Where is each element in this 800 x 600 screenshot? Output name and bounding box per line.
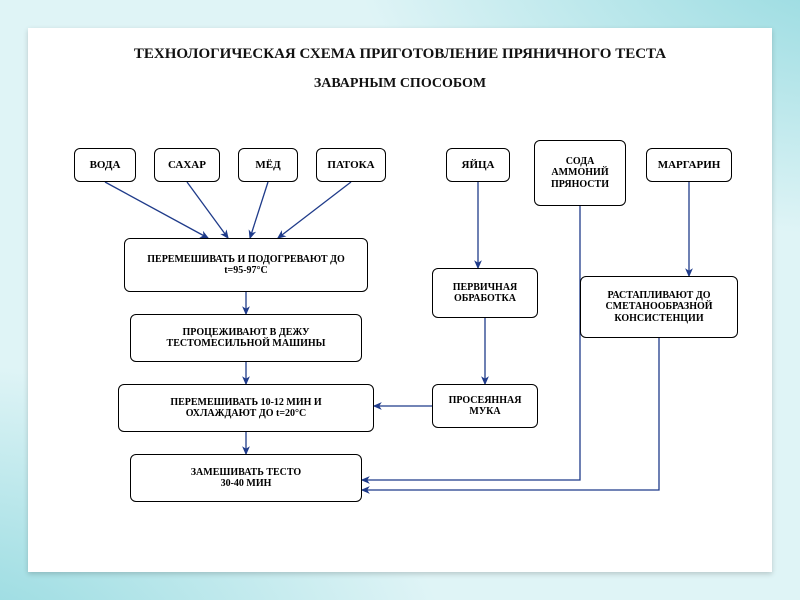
edge-sahar-to-heat bbox=[187, 182, 228, 238]
title-line-1: ТЕХНОЛОГИЧЕСКАЯ СХЕМА ПРИГОТОВЛЕНИЕ ПРЯН… bbox=[28, 46, 772, 63]
node-sahar: САХАР bbox=[154, 148, 220, 182]
node-primary: ПЕРВИЧНАЯ ОБРАБОТКА bbox=[432, 268, 538, 318]
node-marg: МАРГАРИН bbox=[646, 148, 732, 182]
edge-med-to-heat bbox=[250, 182, 268, 238]
edge-patoka-to-heat bbox=[278, 182, 351, 238]
node-heat: ПЕРЕМЕШИВАТЬ И ПОДОГРЕВАЮТ ДО t=95-97°C bbox=[124, 238, 368, 292]
edge-soda-to-knead bbox=[362, 206, 580, 480]
title-line-2: ЗАВАРНЫМ СПОСОБОМ bbox=[28, 76, 772, 92]
node-filter: ПРОЦЕЖИВАЮТ В ДЕЖУ ТЕСТОМЕСИЛЬНОЙ МАШИНЫ bbox=[130, 314, 362, 362]
node-patoka: ПАТОКА bbox=[316, 148, 386, 182]
node-med: МЁД bbox=[238, 148, 298, 182]
node-yaica: ЯЙЦА bbox=[446, 148, 510, 182]
edge-voda-to-heat bbox=[105, 182, 208, 238]
diagram-card: ТЕХНОЛОГИЧЕСКАЯ СХЕМА ПРИГОТОВЛЕНИЕ ПРЯН… bbox=[28, 28, 772, 572]
node-voda: ВОДА bbox=[74, 148, 136, 182]
node-knead: ЗАМЕШИВАТЬ ТЕСТО 30-40 МИН bbox=[130, 454, 362, 502]
node-flour: ПРОСЕЯННАЯ МУКА bbox=[432, 384, 538, 428]
node-cool: ПЕРЕМЕШИВАТЬ 10-12 МИН И ОХЛАЖДАЮТ ДО t=… bbox=[118, 384, 374, 432]
node-soda: СОДА АММОНИЙ ПРЯНОСТИ bbox=[534, 140, 626, 206]
node-melt: РАСТАПЛИВАЮТ ДО СМЕТАНООБРАЗНОЙ КОНСИСТЕ… bbox=[580, 276, 738, 338]
